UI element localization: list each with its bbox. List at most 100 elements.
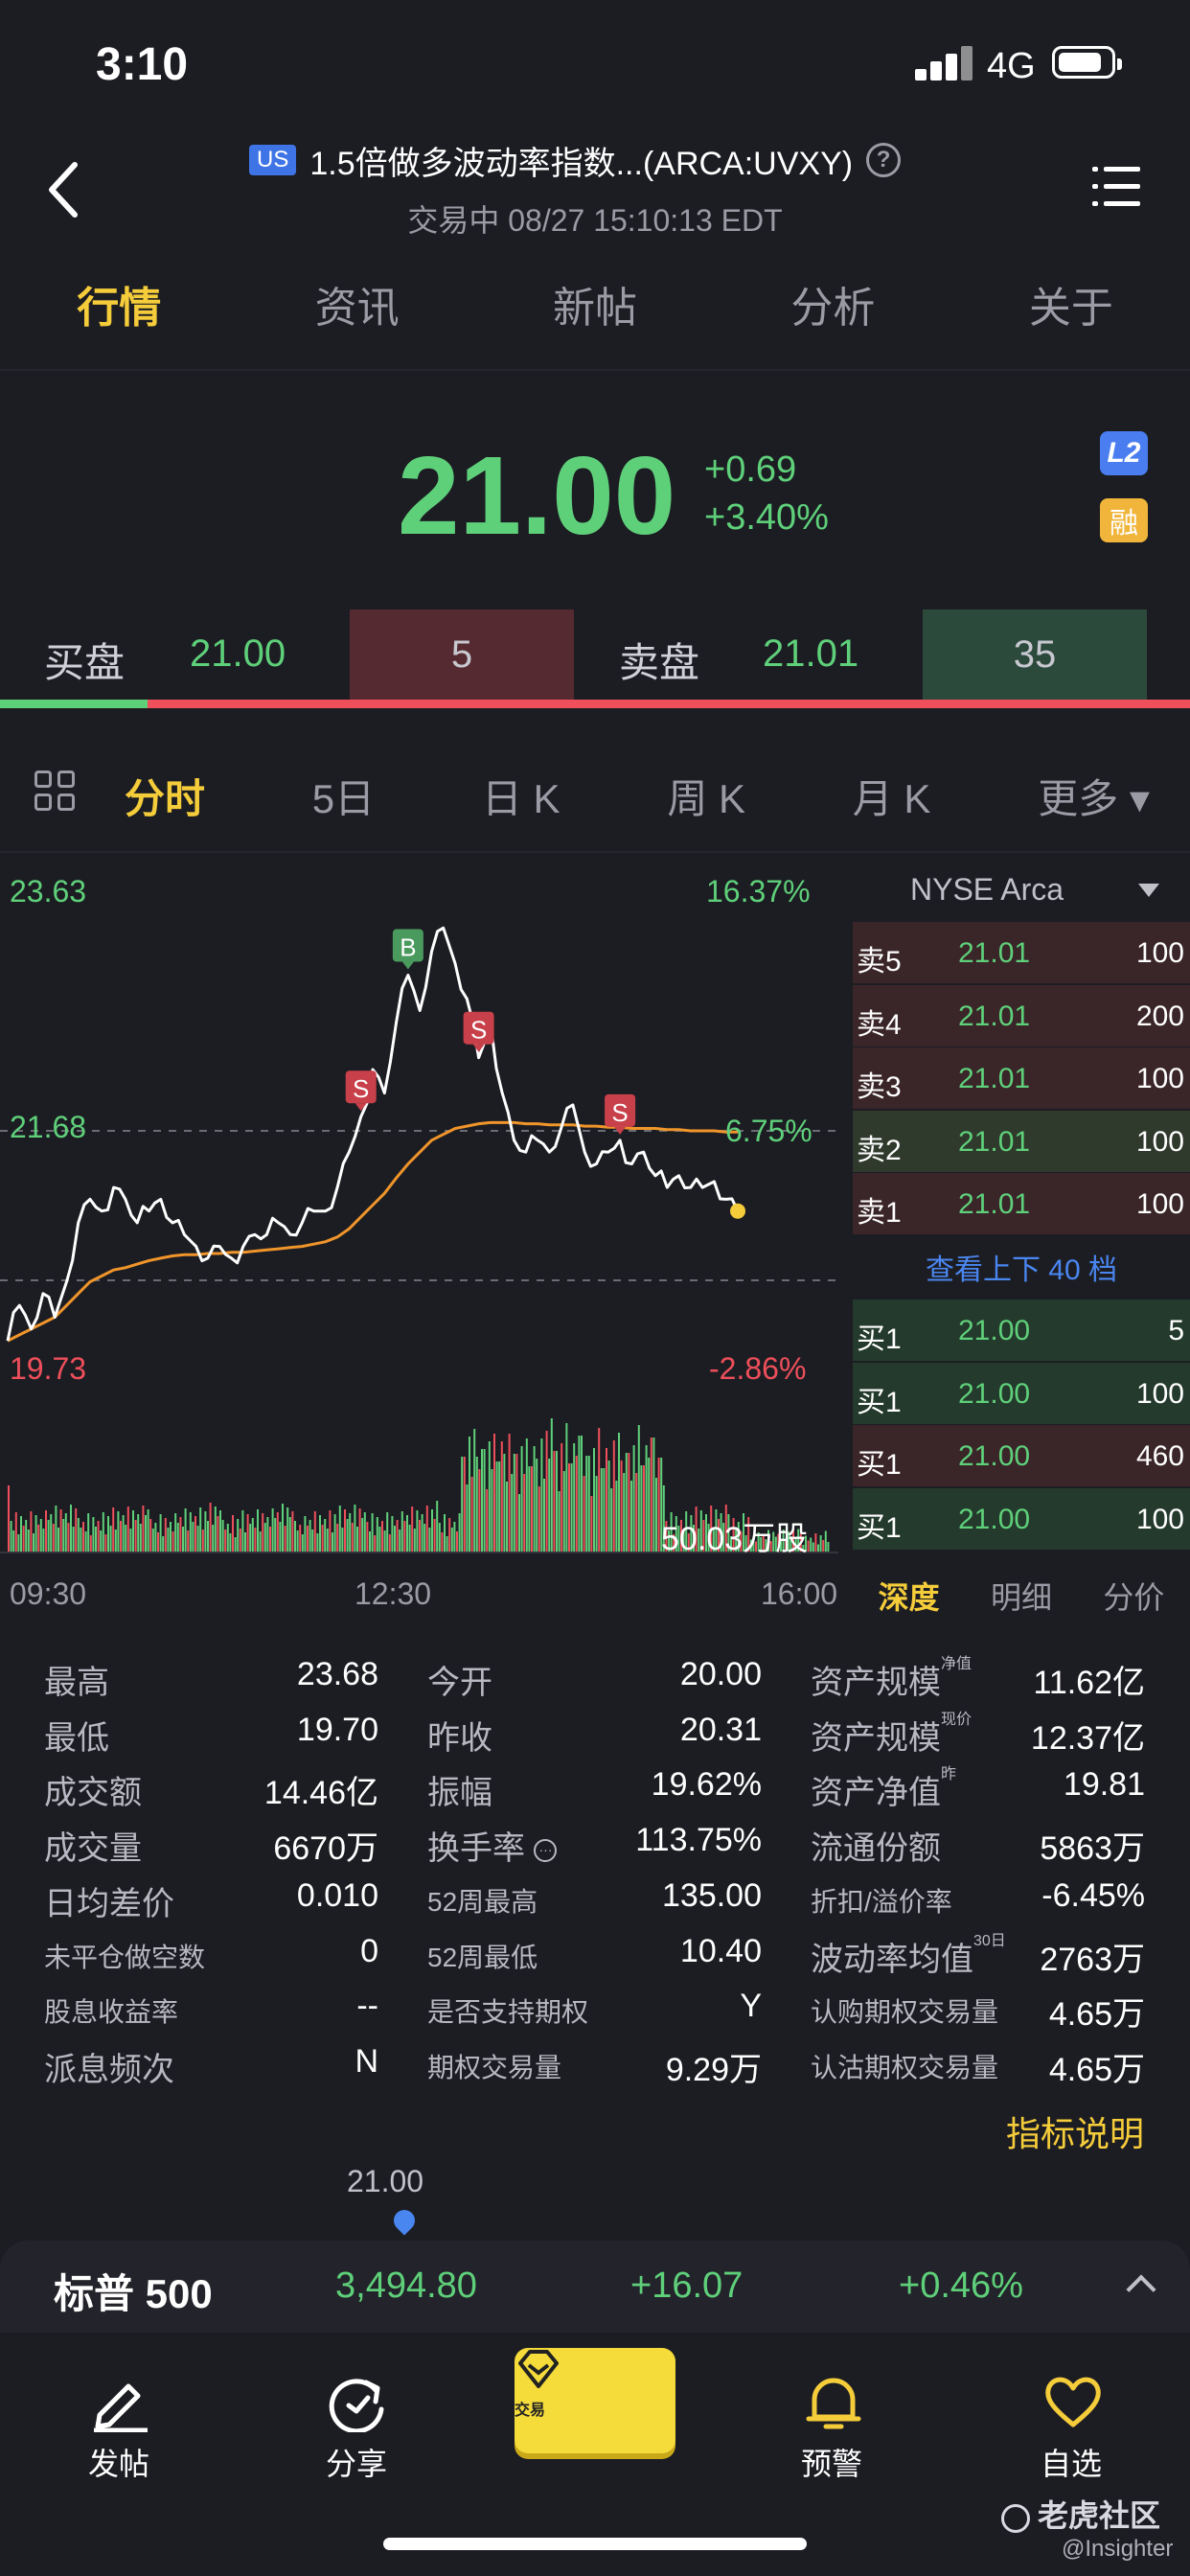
stat-value: 12.37亿 (1030, 1719, 1145, 1757)
tab-posts[interactable]: 新帖 (553, 285, 638, 332)
volume-bar (419, 1520, 421, 1552)
volume-bar (625, 1453, 628, 1552)
stat-label: 资产净值昨 (811, 1766, 956, 1813)
chart-tab-more[interactable]: 更多 ▾ (1038, 775, 1150, 821)
stock-title: 1.5倍做多波动率指数...(ARCA:UVXY) (309, 145, 854, 182)
view-more-levels-link[interactable]: 查看上下 40 档 (925, 1254, 1118, 1286)
sell-marker[interactable]: S (345, 1070, 377, 1112)
ask-row[interactable]: 卖4 21.01 200 (853, 984, 1190, 1046)
volume-bar (581, 1436, 583, 1552)
sell-marker[interactable]: S (605, 1093, 636, 1135)
nav-watchlist[interactable]: 自选 (995, 2352, 1148, 2486)
volume-bar (523, 1474, 526, 1552)
chart-tab-intraday[interactable]: 分时 (125, 775, 206, 821)
heart-icon (1045, 2377, 1101, 2427)
ask-row[interactable]: 卖1 21.01 100 (853, 1173, 1190, 1234)
ask-level-label: 卖2 (857, 1134, 902, 1166)
ob-tab-price[interactable]: 分价 (1103, 1580, 1165, 1615)
volume-bar (458, 1513, 461, 1552)
stat-label-text: 未平仓做空数 (44, 1942, 206, 1972)
volume-bar (814, 1533, 817, 1552)
stat-label: 52周最高 (427, 1881, 538, 1920)
chart-tab-monthly[interactable]: 月 K (852, 775, 931, 821)
index-ticker-bar[interactable]: 标普 500 3,494.80 +16.07 +0.46% (0, 2241, 1190, 2333)
stat-label: 期权交易量 (427, 2047, 561, 2085)
tab-news[interactable]: 资讯 (314, 285, 400, 332)
volume-bar (262, 1513, 264, 1552)
nav-post[interactable]: 发帖 (42, 2352, 195, 2486)
back-button[interactable] (38, 153, 96, 225)
chart-tab-weekly[interactable]: 周 K (667, 775, 745, 821)
volume-bar (744, 1535, 747, 1552)
indicator-explanation-link[interactable]: 指标说明 (1006, 2114, 1145, 2153)
bottom-nav: 发帖 分享 交易 预警 自选 (0, 2333, 1190, 2576)
l2-badge[interactable]: L2 (1100, 431, 1148, 475)
buy-marker[interactable]: B (392, 929, 423, 970)
tab-about[interactable]: 关于 (1028, 285, 1113, 332)
menu-button[interactable] (1092, 165, 1140, 209)
stat-label-text: 资产规模 (811, 1665, 941, 1701)
volume-bar (528, 1466, 531, 1552)
volume-bar (413, 1529, 416, 1552)
info-icon[interactable]: ··· (534, 1839, 558, 1863)
volume-bar (573, 1443, 576, 1552)
volume-bar (282, 1504, 284, 1552)
volume-bar (645, 1445, 648, 1552)
stat-label-text: 最高 (44, 1665, 109, 1701)
volume-bar (311, 1530, 314, 1552)
exchange-selector[interactable]: NYSE Arca (910, 872, 1064, 907)
home-indicator[interactable] (383, 2538, 807, 2550)
volume-bar (226, 1524, 229, 1552)
tab-quote[interactable]: 行情 (77, 285, 162, 332)
stat-label: 成交额 (44, 1766, 142, 1813)
volume-bar (399, 1530, 401, 1552)
ob-tab-detail[interactable]: 明细 (990, 1580, 1052, 1615)
price-line (6, 926, 740, 1342)
chart-tab-5day[interactable]: 5日 (311, 775, 376, 821)
bid-row[interactable]: 买1 21.00 5 (853, 1300, 1190, 1361)
nav-share[interactable]: 分享 (280, 2352, 433, 2486)
bid-level-qty: 460 (1135, 1440, 1184, 1472)
sell-marker[interactable]: S (463, 1011, 494, 1052)
volume-bar (488, 1441, 491, 1552)
ask-row[interactable]: 卖3 21.01 100 (853, 1047, 1190, 1109)
volume-bar (765, 1539, 767, 1552)
volume-bar (174, 1513, 177, 1552)
stat-label-text: 认购期权交易量 (811, 1997, 999, 2028)
volume-bar (668, 1530, 670, 1552)
bid-ask-bar[interactable]: 买盘 21.00 5 卖盘 21.01 35 (0, 610, 1190, 700)
volume-bar (710, 1506, 713, 1552)
chart-tab-daily[interactable]: 日 K (481, 775, 561, 821)
intraday-chart[interactable]: B S S S (0, 862, 848, 1591)
bid-row[interactable]: 买1 21.00 100 (853, 1487, 1190, 1550)
nav-trade-button[interactable]: 交易 (515, 2348, 675, 2453)
margin-badge[interactable]: 融 (1100, 498, 1148, 542)
tab-analysis[interactable]: 分析 (790, 285, 876, 332)
volume-bar (167, 1528, 170, 1552)
volume-bar (802, 1545, 805, 1552)
bid-row[interactable]: 买1 21.00 460 (853, 1425, 1190, 1486)
volume-bar (246, 1514, 249, 1552)
bid-ratio-fill (0, 700, 148, 708)
volume-bar (338, 1506, 341, 1552)
ask-row[interactable]: 卖5 21.01 100 (853, 922, 1190, 983)
volume-bar (47, 1520, 50, 1552)
volume-bar (139, 1524, 142, 1552)
chevron-up-icon[interactable] (1126, 2274, 1156, 2305)
nav-alert[interactable]: 预警 (755, 2352, 908, 2486)
volume-bar (388, 1534, 391, 1552)
bid-row[interactable]: 买1 21.00 100 (853, 1362, 1190, 1424)
volume-bar (450, 1528, 453, 1552)
volume-bar (593, 1448, 595, 1552)
volume-bar (50, 1514, 53, 1552)
stat-value: 9.29万 (665, 2051, 762, 2088)
dropdown-arrow-icon[interactable] (1138, 884, 1159, 897)
volume-bar (84, 1531, 87, 1552)
volume-bar (470, 1477, 473, 1552)
ask-row[interactable]: 卖2 21.01 100 (853, 1110, 1190, 1172)
ob-tab-depth[interactable]: 深度 (878, 1580, 940, 1615)
volume-bar (483, 1449, 486, 1552)
grid-icon[interactable] (34, 770, 79, 815)
help-icon[interactable]: ? (866, 143, 902, 177)
volume-bar (62, 1519, 65, 1552)
